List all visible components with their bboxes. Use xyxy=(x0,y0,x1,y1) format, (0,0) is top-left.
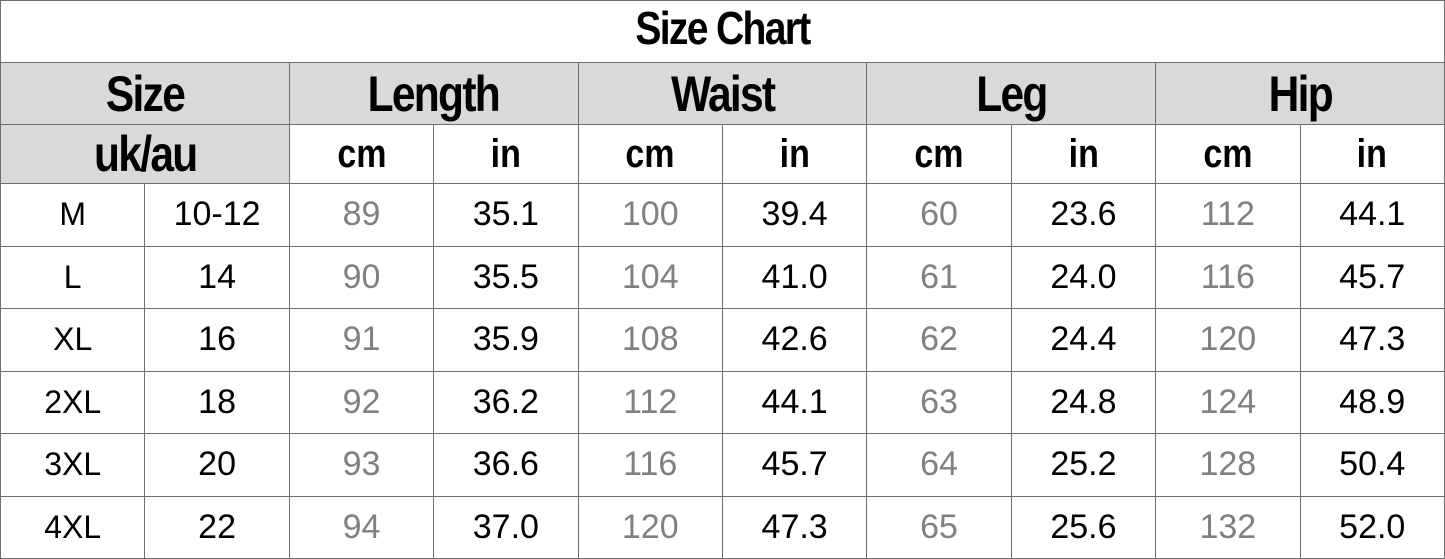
cm-value-cell: 104 xyxy=(577,245,723,309)
header-size: Size xyxy=(0,62,290,125)
unit-cm-label: cm xyxy=(914,131,964,176)
unit-in: in xyxy=(433,124,579,184)
cm-value-cell: 65 xyxy=(866,495,1012,559)
region-size-cell: 18 xyxy=(144,370,290,434)
cm-value-cell: 120 xyxy=(1155,308,1301,372)
header-leg: Leg xyxy=(866,62,1157,125)
cm-value-cell: 116 xyxy=(577,433,723,497)
cm-value-cell: 93 xyxy=(288,433,435,497)
unit-in: in xyxy=(1299,124,1445,184)
table-row: XL 16 91 35.9 108 42.6 62 24.4 120 47.3 xyxy=(0,308,1445,372)
in-value-cell: 45.7 xyxy=(1299,245,1445,309)
in-value-cell: 37.0 xyxy=(433,495,579,559)
cm-value-cell: 90 xyxy=(288,245,435,309)
table-row: 3XL 20 93 36.6 116 45.7 64 25.2 128 50.4 xyxy=(0,433,1445,497)
size-cell: M xyxy=(0,183,146,247)
cm-value-cell: 91 xyxy=(288,308,435,372)
header-waist: Waist xyxy=(577,62,868,125)
size-cell: 3XL xyxy=(0,433,146,497)
region-size-cell: 16 xyxy=(144,308,290,372)
in-value-cell: 50.4 xyxy=(1299,433,1445,497)
in-value-cell: 35.9 xyxy=(433,308,579,372)
unit-cm-label: cm xyxy=(1203,131,1253,176)
in-value-cell: 24.0 xyxy=(1010,245,1157,309)
in-value-cell: 24.8 xyxy=(1010,370,1157,434)
size-cell: 4XL xyxy=(0,495,146,559)
in-value-cell: 44.1 xyxy=(1299,183,1445,247)
cm-value-cell: 100 xyxy=(577,183,723,247)
cm-value-cell: 112 xyxy=(1155,183,1301,247)
cm-value-cell: 124 xyxy=(1155,370,1301,434)
header-length-label: Length xyxy=(367,65,501,122)
cm-value-cell: 128 xyxy=(1155,433,1301,497)
cm-value-cell: 64 xyxy=(866,433,1012,497)
unit-cm-label: cm xyxy=(625,131,675,176)
in-value-cell: 35.5 xyxy=(433,245,579,309)
in-value-cell: 25.6 xyxy=(1010,495,1157,559)
in-value-cell: 47.3 xyxy=(1299,308,1445,372)
in-value-cell: 35.1 xyxy=(433,183,579,247)
chart-title: Size Chart xyxy=(635,2,811,54)
unit-cm: cm xyxy=(288,124,435,184)
in-value-cell: 42.6 xyxy=(721,308,868,372)
cm-value-cell: 116 xyxy=(1155,245,1301,309)
header-hip-label: Hip xyxy=(1268,65,1333,122)
header-length: Length xyxy=(288,62,579,125)
table-row: 2XL 18 92 36.2 112 44.1 63 24.8 124 48.9 xyxy=(0,370,1445,434)
region-size-cell: 10-12 xyxy=(144,183,290,247)
size-cell: XL xyxy=(0,308,146,372)
in-value-cell: 36.2 xyxy=(433,370,579,434)
header-hip: Hip xyxy=(1155,62,1445,125)
size-cell: L xyxy=(0,245,146,309)
cm-value-cell: 61 xyxy=(866,245,1012,309)
in-value-cell: 41.0 xyxy=(721,245,868,309)
cm-value-cell: 112 xyxy=(577,370,723,434)
in-value-cell: 36.6 xyxy=(433,433,579,497)
unit-in-label: in xyxy=(490,131,521,176)
table-row: M 10-12 89 35.1 100 39.4 60 23.6 112 44.1 xyxy=(0,183,1445,247)
region-size-cell: 22 xyxy=(144,495,290,559)
in-value-cell: 39.4 xyxy=(721,183,868,247)
region-size-cell: 14 xyxy=(144,245,290,309)
in-value-cell: 24.4 xyxy=(1010,308,1157,372)
cm-value-cell: 92 xyxy=(288,370,435,434)
unit-in-label: in xyxy=(779,131,810,176)
cm-value-cell: 62 xyxy=(866,308,1012,372)
unit-in: in xyxy=(1010,124,1157,184)
unit-cm: cm xyxy=(577,124,723,184)
cm-value-cell: 132 xyxy=(1155,495,1301,559)
table-row: L 14 90 35.5 104 41.0 61 24.0 116 45.7 xyxy=(0,245,1445,309)
cm-value-cell: 60 xyxy=(866,183,1012,247)
region-size-cell: 20 xyxy=(144,433,290,497)
header-region: uk/au xyxy=(0,124,290,184)
table-row: 4XL 22 94 37.0 120 47.3 65 25.6 132 52.0 xyxy=(0,495,1445,559)
unit-cm: cm xyxy=(1155,124,1301,184)
header-region-label: uk/au xyxy=(93,126,198,182)
in-value-cell: 23.6 xyxy=(1010,183,1157,247)
header-size-label: Size xyxy=(105,65,186,122)
in-value-cell: 45.7 xyxy=(721,433,868,497)
cm-value-cell: 108 xyxy=(577,308,723,372)
unit-cm: cm xyxy=(866,124,1012,184)
in-value-cell: 52.0 xyxy=(1299,495,1445,559)
in-value-cell: 25.2 xyxy=(1010,433,1157,497)
unit-cm-label: cm xyxy=(336,131,387,176)
unit-in-label: in xyxy=(1357,131,1388,176)
unit-in-label: in xyxy=(1068,131,1099,176)
in-value-cell: 48.9 xyxy=(1299,370,1445,434)
cm-value-cell: 94 xyxy=(288,495,435,559)
header-waist-label: Waist xyxy=(670,65,776,122)
title-cell: Size Chart xyxy=(0,0,1445,63)
cm-value-cell: 120 xyxy=(577,495,723,559)
in-value-cell: 47.3 xyxy=(721,495,868,559)
in-value-cell: 44.1 xyxy=(721,370,868,434)
cm-value-cell: 89 xyxy=(288,183,435,247)
header-leg-label: Leg xyxy=(975,65,1048,122)
unit-in: in xyxy=(721,124,868,184)
size-cell: 2XL xyxy=(0,370,146,434)
cm-value-cell: 63 xyxy=(866,370,1012,434)
